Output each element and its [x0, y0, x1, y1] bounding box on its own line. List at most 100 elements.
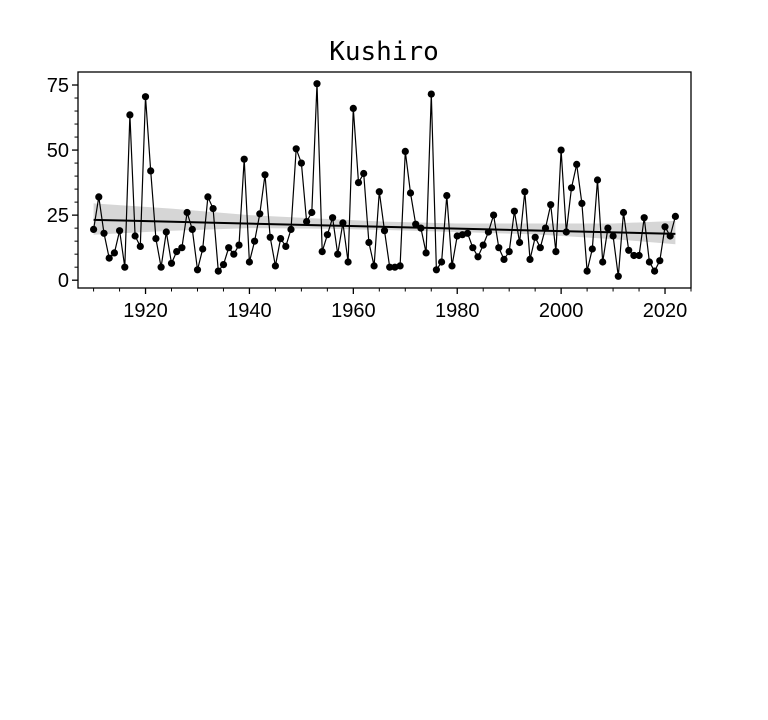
- data-point: [609, 232, 617, 240]
- data-point: [417, 224, 425, 232]
- data-point: [671, 212, 680, 220]
- data-point: [100, 229, 108, 237]
- data-point: [344, 258, 352, 266]
- data-point: [438, 258, 446, 266]
- data-point: [329, 214, 337, 222]
- data-point: [370, 262, 378, 270]
- data-point: [167, 259, 176, 267]
- data-point: [396, 262, 404, 270]
- data-point: [614, 272, 622, 280]
- data-point: [443, 192, 451, 200]
- data-point: [116, 227, 124, 235]
- data-point: [604, 224, 612, 232]
- data-point: [640, 214, 648, 222]
- data-point: [90, 225, 98, 233]
- data-point: [287, 225, 295, 233]
- data-point: [583, 267, 591, 275]
- data-point: [531, 233, 539, 241]
- data-point: [297, 159, 305, 167]
- data-point: [193, 266, 202, 274]
- data-point: [313, 80, 321, 88]
- data-point: [567, 184, 576, 192]
- data-point: [541, 224, 550, 232]
- data-point: [240, 155, 248, 163]
- data-point: [406, 189, 415, 197]
- data-point: [490, 211, 498, 219]
- data-point: [360, 169, 368, 178]
- data-point: [645, 258, 654, 266]
- data-point: [422, 249, 430, 257]
- y-tick-label: 50: [47, 140, 69, 162]
- data-point: [126, 111, 134, 119]
- data-point: [214, 267, 222, 275]
- data-point: [619, 208, 628, 217]
- data-point: [666, 232, 674, 240]
- data-point: [469, 244, 477, 252]
- y-tick-label: 0: [58, 270, 69, 292]
- data-point: [661, 223, 669, 231]
- data-point: [271, 262, 279, 270]
- data-point: [573, 160, 581, 168]
- data-point: [557, 146, 565, 154]
- x-tick-label: 1920: [123, 300, 168, 322]
- data-point: [474, 253, 482, 261]
- data-point: [386, 263, 394, 271]
- x-tick-label: 2000: [539, 300, 584, 322]
- data-point: [277, 235, 285, 243]
- data-point: [625, 246, 633, 254]
- data-point: [630, 251, 638, 260]
- data-point: [516, 238, 524, 247]
- data-point: [562, 228, 570, 236]
- data-point: [526, 255, 534, 263]
- data-point: [110, 249, 118, 257]
- data-point: [199, 245, 207, 253]
- data-point: [219, 261, 228, 269]
- data-point: [136, 242, 144, 250]
- data-point: [261, 171, 269, 179]
- confidence-band: [93, 203, 676, 245]
- data-point: [204, 193, 212, 201]
- data-point: [380, 227, 389, 235]
- data-point: [318, 248, 326, 256]
- data-point: [162, 228, 170, 236]
- data-point: [495, 244, 503, 252]
- data-point: [479, 241, 487, 249]
- data-point: [375, 188, 383, 196]
- data-point: [256, 210, 264, 218]
- data-point: [308, 208, 316, 217]
- y-tick-label: 25: [47, 205, 69, 227]
- axes: 1920 1940 1960 1980 2000 2020 0 25 50 75: [47, 75, 692, 322]
- y-tick-label: 75: [47, 75, 69, 97]
- data-point: [505, 248, 513, 256]
- x-tick-label: 1960: [331, 300, 376, 322]
- data-point: [593, 176, 602, 184]
- x-tick-label: 1940: [227, 300, 272, 322]
- data-point: [635, 251, 643, 260]
- data-point: [225, 244, 233, 252]
- data-point: [448, 262, 456, 270]
- data-point: [178, 244, 186, 252]
- data-point: [599, 258, 607, 266]
- x-tick-label: 1980: [435, 300, 480, 322]
- data-point: [209, 205, 217, 213]
- data-point: [121, 263, 129, 271]
- data-point: [183, 208, 191, 217]
- plot-frame: [77, 71, 692, 289]
- data-point: [412, 220, 420, 228]
- data-point: [230, 250, 238, 258]
- data-point: [334, 250, 342, 258]
- data-point: [152, 235, 160, 243]
- data-point: [354, 179, 363, 187]
- data-point: [521, 188, 529, 196]
- data-point: [552, 248, 560, 256]
- data-point: [656, 257, 664, 265]
- data-point: [547, 201, 555, 209]
- data-point: [323, 231, 331, 239]
- data-point: [578, 199, 586, 207]
- data-point: [95, 193, 103, 201]
- data-point: [188, 225, 196, 233]
- data-point: [365, 238, 373, 247]
- data-point: [141, 93, 150, 101]
- data-point: [245, 258, 253, 266]
